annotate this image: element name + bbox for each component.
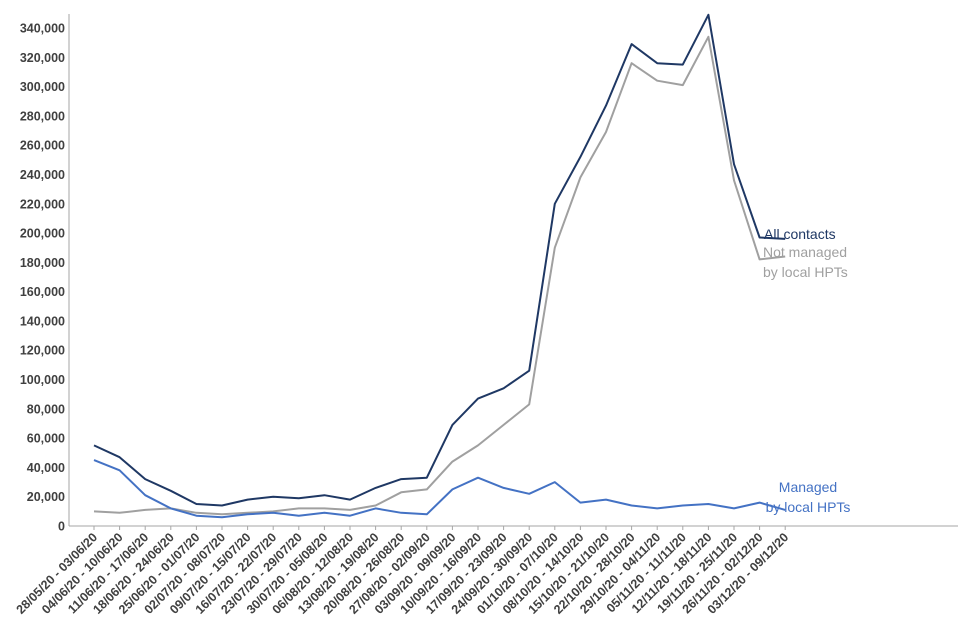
y-tick-label: 60,000 xyxy=(27,432,65,446)
y-tick-label: 280,000 xyxy=(20,109,65,123)
y-tick-label: 180,000 xyxy=(20,256,65,270)
series-line-managed-by-local-hpts xyxy=(93,459,786,519)
y-tick-label: 100,000 xyxy=(20,373,65,387)
y-tick-label: 120,000 xyxy=(20,344,65,358)
y-tick-label: 80,000 xyxy=(27,402,65,416)
series-label: Not managed by local HPTs xyxy=(763,244,848,280)
y-tick-label: 220,000 xyxy=(20,197,65,211)
y-tick-label: 40,000 xyxy=(27,461,65,475)
series-lines xyxy=(93,13,786,519)
y-tick-label: 160,000 xyxy=(20,285,65,299)
y-tick-label: 20,000 xyxy=(27,490,65,504)
y-tick-label: 340,000 xyxy=(20,22,65,36)
y-tick-label: 0 xyxy=(58,520,65,534)
series-label: All contacts xyxy=(764,226,836,242)
y-tick-label: 260,000 xyxy=(20,139,65,153)
series-line-all-contacts xyxy=(93,13,786,507)
y-tick-label: 240,000 xyxy=(20,168,65,182)
series-label: Managed by local HPTs xyxy=(766,479,851,515)
y-axis: 0 20,000 40,000 60,000 80,000 100,000 120,000 1… xyxy=(20,14,70,534)
series-labels: All contacts Not managed by local HPTs Mana… xyxy=(763,226,850,515)
y-tick-label: 140,000 xyxy=(20,314,65,328)
y-tick-label: 320,000 xyxy=(20,51,65,65)
y-tick-label: 300,000 xyxy=(20,80,65,94)
series-line-not-managed-by-local-hpts xyxy=(93,35,786,516)
y-tick-label: 200,000 xyxy=(20,227,65,241)
